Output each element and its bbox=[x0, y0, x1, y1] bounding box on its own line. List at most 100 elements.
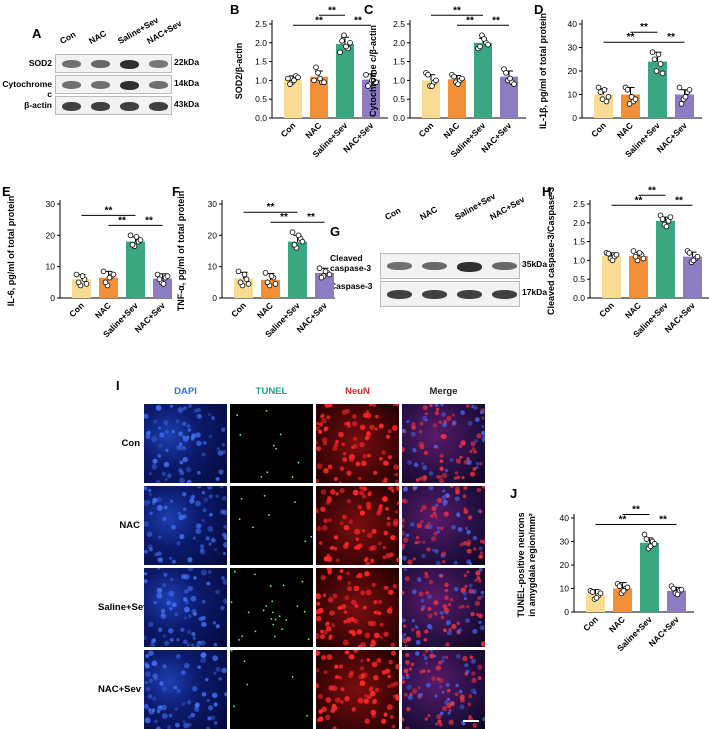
blot-band bbox=[457, 290, 482, 300]
nucleus bbox=[197, 665, 201, 670]
nucleus bbox=[169, 577, 174, 582]
neuron bbox=[374, 427, 378, 431]
neuron bbox=[390, 642, 396, 647]
neuron bbox=[377, 541, 382, 546]
bar-Con bbox=[284, 79, 302, 118]
merge-nucleus bbox=[410, 431, 416, 437]
y-tick-label: 1.5 bbox=[573, 237, 585, 247]
neuron bbox=[395, 486, 399, 492]
nucleus bbox=[144, 717, 151, 724]
merge-neuron bbox=[402, 523, 405, 528]
merge-neuron bbox=[438, 677, 444, 683]
neuron bbox=[394, 664, 399, 670]
nucleus bbox=[157, 568, 161, 570]
y-tick-label: 10 bbox=[208, 262, 218, 272]
neuron bbox=[374, 687, 380, 692]
panel-f-chart: F 0 10 20 30 TNF-α, pg/ml of total protein Con… bbox=[172, 184, 335, 339]
data-point bbox=[425, 71, 431, 78]
blot-band bbox=[120, 101, 139, 111]
nucleus bbox=[186, 700, 192, 705]
merge-neuron bbox=[418, 476, 423, 481]
merge-nucleus bbox=[407, 460, 412, 465]
neuron bbox=[316, 593, 322, 600]
merge-nucleus bbox=[457, 527, 463, 532]
merge-neuron bbox=[460, 440, 466, 446]
micrograph-texture bbox=[402, 568, 485, 647]
data-point bbox=[636, 250, 643, 256]
nucleus bbox=[161, 704, 167, 711]
tunel-dot bbox=[266, 471, 269, 474]
blot-band bbox=[387, 290, 412, 300]
neuron bbox=[365, 561, 371, 565]
lane-label: Con bbox=[58, 29, 78, 46]
merge-neuron bbox=[410, 627, 415, 632]
x-tick-label: Con bbox=[581, 614, 600, 633]
nucleus bbox=[187, 568, 194, 572]
tunel-dot bbox=[233, 570, 236, 573]
panel-e-chart: E 0 10 20 30 IL-6, pg/ml of total protein Con N… bbox=[2, 184, 172, 339]
nucleus bbox=[193, 576, 197, 580]
merge-neuron bbox=[436, 407, 440, 411]
nucleus bbox=[147, 500, 151, 504]
blot-strip bbox=[55, 54, 172, 73]
tunel-dot bbox=[254, 630, 257, 633]
neuron bbox=[396, 501, 399, 506]
nucleus bbox=[162, 664, 167, 669]
neuron bbox=[374, 610, 379, 615]
nucleus bbox=[221, 427, 226, 432]
neuron bbox=[364, 632, 371, 639]
bar-NAC+Sev bbox=[675, 94, 694, 118]
nucleus bbox=[197, 640, 202, 645]
nucleus bbox=[195, 645, 200, 647]
nucleus bbox=[157, 557, 163, 563]
merge-neuron bbox=[440, 434, 445, 439]
merge-neuron bbox=[436, 677, 440, 681]
neuron bbox=[370, 620, 377, 627]
nucleus bbox=[144, 671, 151, 678]
neuron bbox=[351, 599, 357, 605]
merge-neuron bbox=[434, 410, 440, 416]
micrograph-neun bbox=[316, 486, 399, 565]
nucleus bbox=[150, 638, 156, 644]
tunel-dot bbox=[230, 650, 233, 652]
neuron bbox=[325, 697, 332, 703]
blot-strip bbox=[380, 281, 520, 307]
merge-nucleus bbox=[466, 459, 472, 465]
neuron bbox=[342, 452, 347, 456]
merge-neuron bbox=[443, 628, 447, 633]
y-axis-label: TUNEL-positive neurons bbox=[516, 512, 526, 617]
data-point bbox=[264, 279, 271, 286]
merge-nucleus bbox=[439, 610, 444, 616]
merge-neuron bbox=[415, 535, 420, 540]
data-point bbox=[640, 255, 647, 262]
nucleus bbox=[180, 627, 185, 632]
x-tick-label: NAC bbox=[441, 120, 461, 140]
significance-marker: ** bbox=[466, 15, 474, 26]
merge-nucleus bbox=[465, 669, 470, 674]
merge-neuron bbox=[422, 477, 427, 482]
kda-label: 17kDa bbox=[522, 287, 548, 297]
nucleus bbox=[177, 407, 184, 413]
merge-nucleus bbox=[405, 533, 410, 537]
neuron bbox=[363, 694, 368, 698]
nucleus bbox=[154, 719, 158, 724]
neuron bbox=[351, 630, 357, 637]
bar-NAC bbox=[629, 255, 648, 298]
merge-neuron bbox=[463, 486, 468, 491]
merge-neuron bbox=[439, 453, 444, 459]
y-tick-label: 10 bbox=[560, 584, 570, 594]
merge-nucleus bbox=[428, 486, 434, 491]
data-point bbox=[485, 41, 491, 48]
neuron bbox=[346, 617, 352, 624]
merge-nucleus bbox=[420, 692, 424, 696]
bar-Con bbox=[422, 80, 440, 118]
neuron bbox=[316, 421, 319, 426]
neuron bbox=[322, 593, 327, 597]
nucleus bbox=[207, 526, 214, 532]
merge-neuron bbox=[434, 514, 438, 519]
nucleus bbox=[176, 638, 180, 642]
merge-neuron bbox=[418, 441, 424, 448]
merge-neuron bbox=[461, 604, 465, 609]
y-tick-label: 40 bbox=[560, 513, 570, 523]
data-point bbox=[632, 253, 639, 260]
